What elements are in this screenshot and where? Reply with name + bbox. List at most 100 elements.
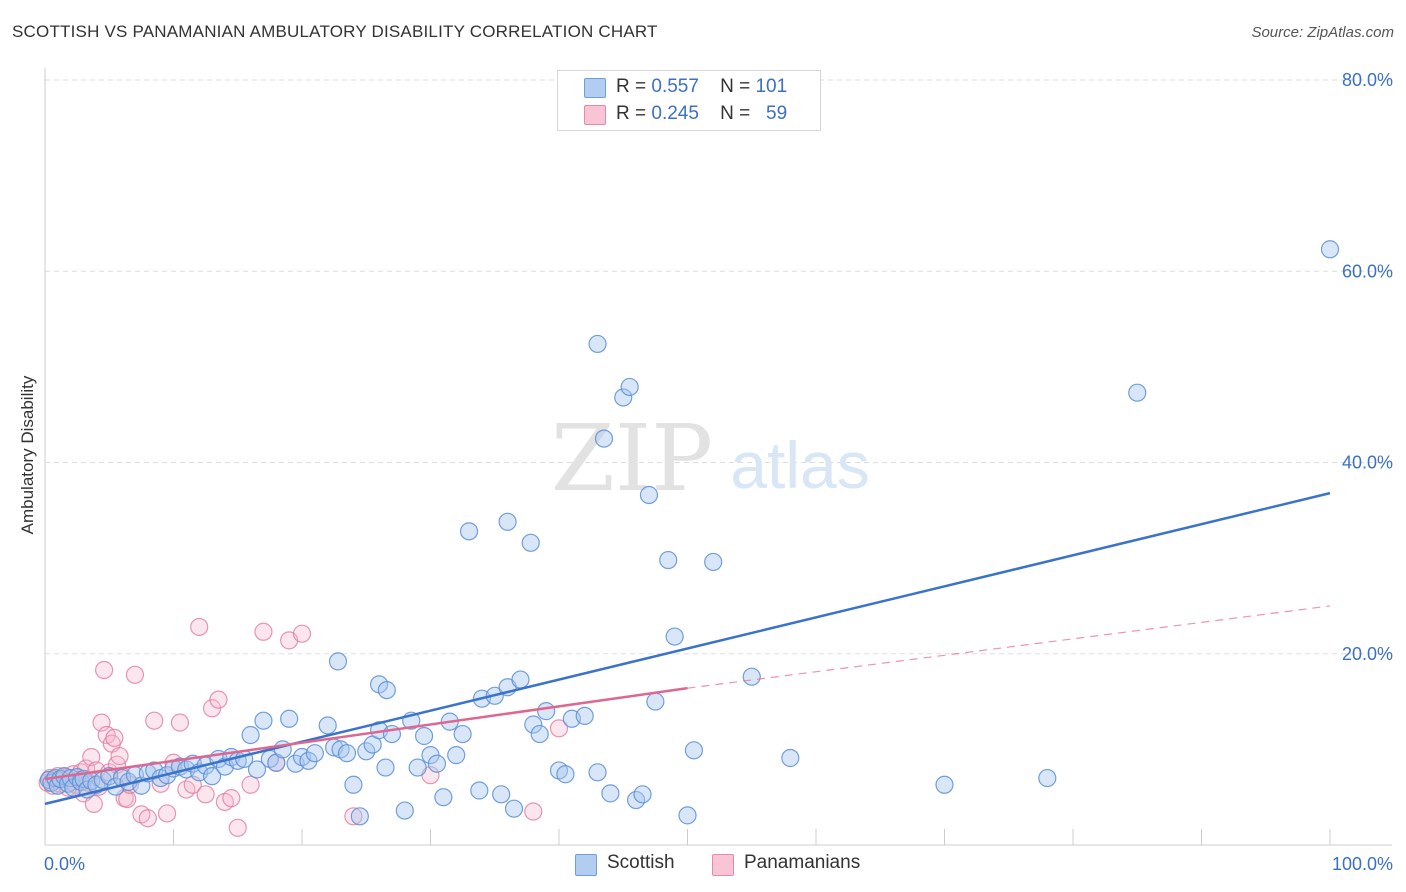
panamanians-swatch bbox=[584, 105, 606, 125]
legend-r-label: R = bbox=[616, 103, 647, 124]
legend-r-value: 0.557 bbox=[651, 76, 699, 97]
scottish-point bbox=[633, 785, 652, 804]
scottish-point bbox=[376, 758, 395, 777]
scottish-point bbox=[588, 334, 607, 354]
scottish-point bbox=[492, 785, 511, 804]
scottish-trend-line bbox=[44, 491, 1331, 806]
legend-n-label: N = bbox=[720, 103, 751, 124]
panamanians-trend-extension bbox=[687, 605, 1331, 689]
scottish-point bbox=[337, 744, 357, 763]
scottish-point bbox=[357, 742, 376, 761]
watermark-zip: ZIP bbox=[551, 405, 713, 512]
legend-r-value: 0.245 bbox=[651, 103, 699, 124]
y-tick-label: 20.0% bbox=[1342, 644, 1393, 664]
scottish-legend-label: Scottish bbox=[607, 852, 675, 873]
scottish-point bbox=[781, 748, 800, 768]
scottish-point bbox=[305, 744, 324, 763]
scottish-point bbox=[350, 807, 369, 826]
scottish-point bbox=[202, 767, 222, 786]
scottish-point bbox=[511, 670, 530, 689]
scottish-point bbox=[601, 784, 620, 803]
watermark: ZIP atlas bbox=[551, 405, 870, 512]
panamanians-point bbox=[222, 789, 241, 808]
scottish-point bbox=[588, 763, 607, 782]
panamanians-point bbox=[105, 728, 124, 748]
legend-row-text: R = 0.557 N = 101 bbox=[616, 76, 787, 98]
panamanians-point bbox=[170, 713, 190, 732]
scottish-point bbox=[434, 788, 453, 807]
scottish-point bbox=[408, 758, 427, 777]
scottish-point bbox=[594, 429, 614, 448]
panamanians-point bbox=[549, 719, 569, 738]
scottish-point bbox=[1320, 240, 1340, 259]
x-tick-label: 0.0% bbox=[44, 854, 85, 874]
scottish-point bbox=[556, 765, 575, 784]
x-tick-label: 100.0% bbox=[1332, 854, 1393, 874]
legend-n-label: N = bbox=[720, 76, 751, 97]
watermark-atlas: atlas bbox=[730, 428, 869, 502]
panamanians-legend-swatch bbox=[712, 854, 734, 876]
panamanians-point bbox=[241, 775, 260, 794]
scottish-point bbox=[459, 522, 479, 541]
source-label: Source: ZipAtlas.com bbox=[1251, 24, 1394, 41]
scottish-point bbox=[254, 711, 273, 730]
scottish-point bbox=[678, 806, 697, 825]
scottish-point bbox=[395, 801, 414, 820]
scottish-point bbox=[414, 726, 434, 746]
scottish-point bbox=[684, 741, 704, 760]
panamanians-point bbox=[196, 785, 215, 804]
legend-row-text: R = 0.245 N = 59 bbox=[616, 103, 787, 125]
scottish-point bbox=[665, 627, 684, 646]
scottish-point bbox=[659, 550, 678, 570]
scottish-point bbox=[524, 715, 543, 734]
legend-r-label: R = bbox=[616, 76, 647, 97]
panamanians-point bbox=[82, 747, 101, 767]
scottish-point bbox=[537, 702, 556, 721]
chart-title: SCOTTISH VS PANAMANIAN AMBULATORY DISABI… bbox=[12, 22, 658, 41]
scottish-point bbox=[646, 692, 665, 711]
scottish-legend-swatch bbox=[575, 854, 597, 876]
y-tick-label: 80.0% bbox=[1342, 70, 1393, 90]
panamanians-point bbox=[524, 802, 543, 821]
panamanians-point bbox=[209, 690, 228, 709]
y-tick-label: 60.0% bbox=[1342, 261, 1393, 281]
panamanians-point bbox=[145, 711, 164, 730]
scottish-point bbox=[575, 706, 594, 726]
scottish-point bbox=[377, 680, 396, 700]
panamanians-trend-line bbox=[44, 686, 688, 781]
axes bbox=[44, 68, 1392, 846]
scottish-point bbox=[470, 781, 489, 800]
scottish-point bbox=[344, 775, 363, 794]
y-tick-label: 40.0% bbox=[1342, 453, 1393, 473]
scottish-point bbox=[614, 388, 633, 407]
scottish-point bbox=[498, 512, 517, 531]
scottish-point bbox=[241, 725, 260, 745]
tick-labels: 20.0% 40.0% 60.0% 80.0% 0.0% 100.0% bbox=[44, 70, 1393, 874]
scottish-point bbox=[280, 709, 299, 728]
panamanians-point bbox=[125, 665, 145, 684]
panamanians-point bbox=[228, 818, 247, 837]
panamanians-point bbox=[95, 660, 114, 680]
correlation-legend: R = 0.557 N = 101 R = 0.245 N = 59 bbox=[557, 70, 821, 131]
panamanians-point bbox=[344, 807, 363, 826]
scottish-point bbox=[639, 485, 659, 505]
legend-n-value: 59 bbox=[766, 103, 788, 124]
scottish-point bbox=[620, 377, 639, 397]
scottish-point bbox=[328, 652, 348, 671]
scottish-point bbox=[447, 746, 466, 765]
scottish-point bbox=[935, 775, 954, 794]
panamanians-point bbox=[190, 617, 209, 637]
scottish-point bbox=[427, 754, 447, 773]
panamanians-points bbox=[38, 617, 569, 837]
panamanians-point bbox=[138, 809, 157, 828]
scottish-point bbox=[742, 667, 761, 686]
scottish-swatch bbox=[584, 78, 606, 98]
panamanians-point bbox=[292, 624, 312, 643]
scottish-point bbox=[504, 799, 524, 818]
scottish-point bbox=[318, 716, 337, 735]
legend-n-value: 101 bbox=[755, 76, 788, 97]
panamanians-point bbox=[254, 622, 273, 641]
scottish-point bbox=[453, 724, 472, 744]
scottish-points bbox=[39, 240, 1340, 826]
